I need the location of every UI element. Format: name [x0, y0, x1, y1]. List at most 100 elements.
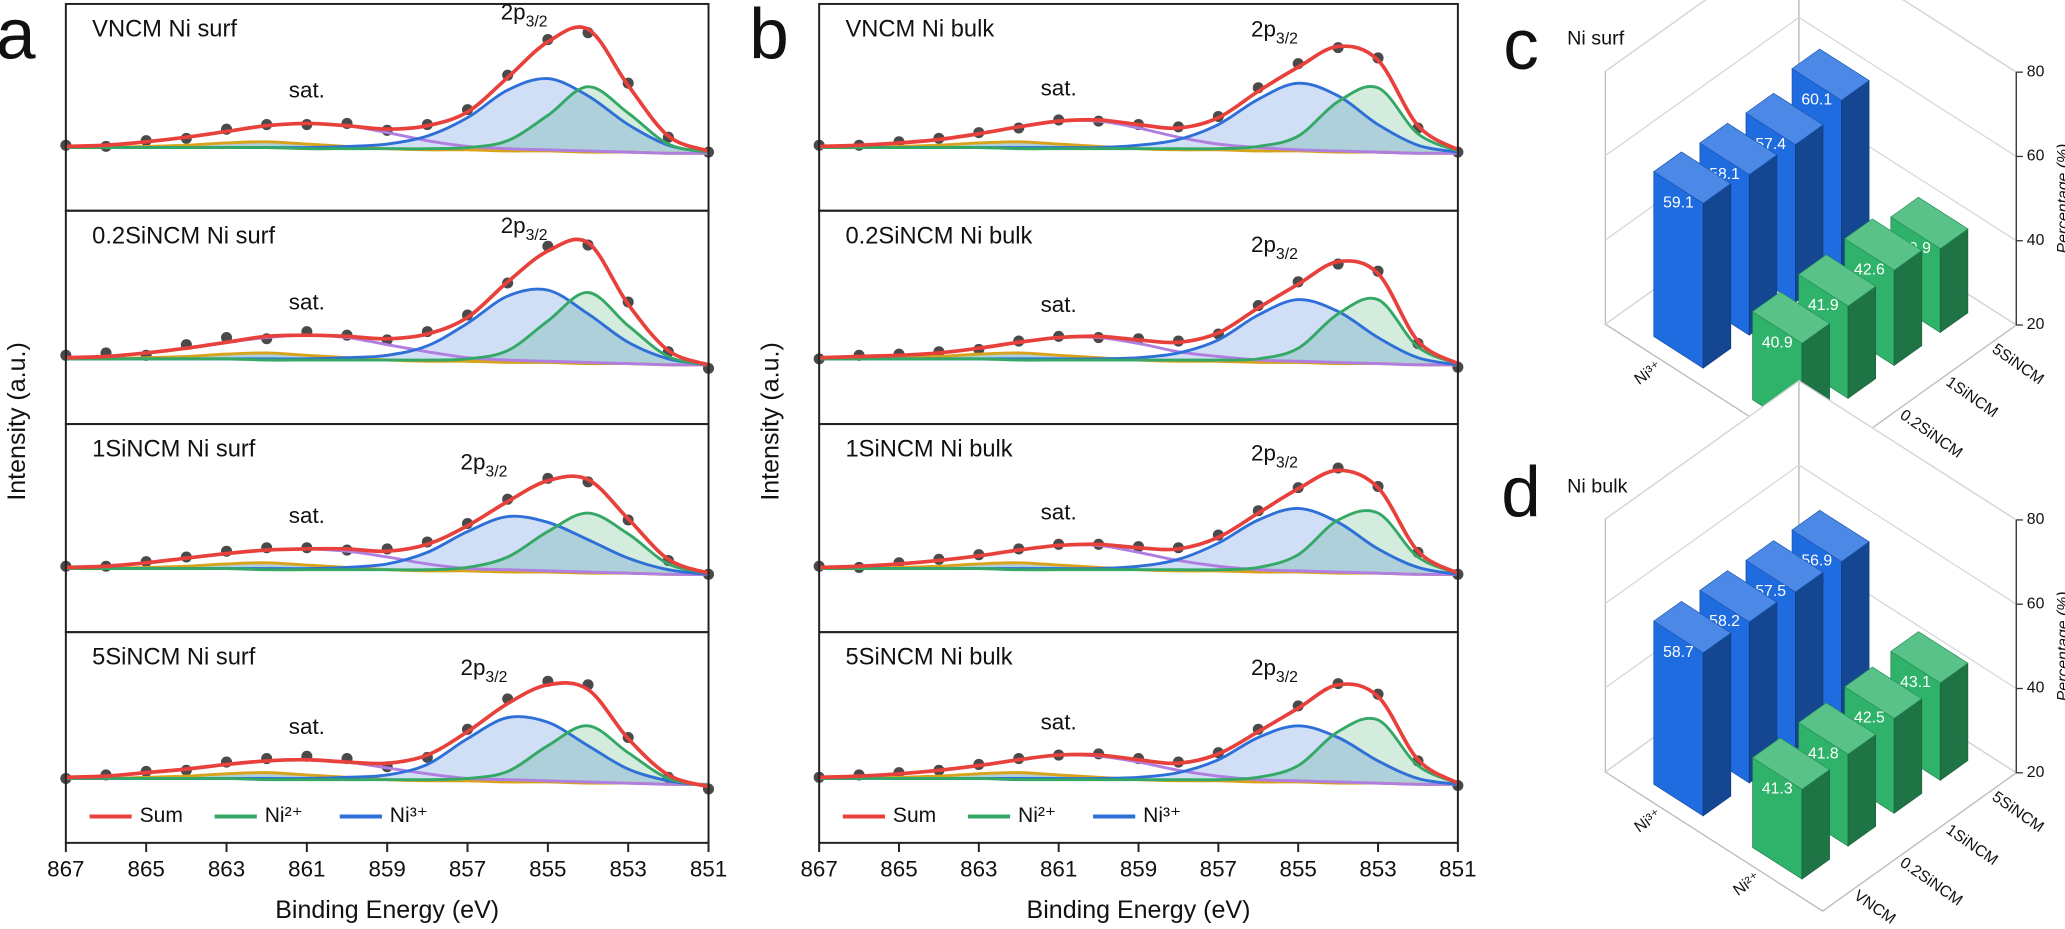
bar-top-face	[1699, 570, 1778, 623]
x-tick-label: 865	[128, 856, 165, 881]
fit-curve	[65, 25, 710, 153]
bar-top-face	[1653, 151, 1732, 204]
area-fill	[65, 86, 709, 154]
z-tick-label: 60	[2027, 148, 2045, 165]
annotation-text: 2p	[461, 655, 486, 680]
chart-title: Ni surf	[1567, 28, 1625, 50]
legend-label: Sum	[140, 804, 183, 827]
bar-right-face	[1939, 662, 1969, 781]
annotation: sat.	[289, 714, 325, 739]
annotation: sat.	[1041, 709, 1077, 734]
fit-curve	[819, 716, 1459, 785]
subplot-title: VNCM Ni surf	[92, 17, 237, 43]
x-tick-label: 851	[690, 856, 727, 881]
legend-label: Ni²⁺	[265, 804, 303, 827]
annotation-text: 2p	[1251, 440, 1276, 465]
annotation: 2p3/2	[1251, 440, 1298, 471]
x-tick-label: 855	[529, 856, 566, 881]
value-label: 59.1	[1663, 194, 1694, 211]
x-tick-label: 861	[1040, 856, 1077, 881]
legend-label: Ni²⁺	[1018, 804, 1056, 827]
y-axis-label: Intensity (a.u.)	[3, 342, 31, 500]
x-axis-label: Binding Energy (eV)	[275, 896, 499, 924]
panel-letter: c	[1503, 6, 1539, 85]
grid-line	[1604, 464, 2017, 605]
bar-right-face	[1702, 182, 1732, 369]
area-fill	[65, 78, 709, 154]
z-tick-label: 80	[2027, 511, 2045, 528]
grid-line	[1604, 16, 2017, 158]
subplot-title: 1SiNCM Ni surf	[92, 437, 256, 463]
bar-top-face	[1745, 92, 1824, 146]
value-label: 43.1	[1900, 674, 1931, 691]
fit-curve	[65, 85, 709, 154]
annotation: sat.	[289, 78, 325, 103]
bar-top-face	[1751, 737, 1831, 790]
annotation-subscript: 3/2	[1276, 246, 1298, 263]
z-tick-label: 40	[2027, 680, 2045, 697]
annotation: 2p3/2	[1251, 232, 1298, 263]
area-fill	[819, 508, 1458, 575]
value-label: 41.8	[1808, 745, 1839, 762]
fit-curve	[819, 682, 1459, 785]
z-axis-label: Percentage (%)	[2055, 144, 2065, 254]
annotation: 2p3/2	[461, 655, 508, 686]
annotation-subscript: 3/2	[1276, 454, 1298, 471]
bar-top-face	[1798, 702, 1877, 755]
bar-top-face	[1791, 509, 1870, 562]
annotation-text: 2p	[1251, 17, 1276, 42]
annotation: 2p3/2	[1251, 17, 1298, 48]
value-label: 41.3	[1762, 780, 1793, 797]
annotation-text: 2p	[461, 450, 486, 475]
panel-letter: a	[0, 0, 36, 74]
value-label: 42.6	[1854, 261, 1885, 278]
z-axis-label: Percentage (%)	[2055, 591, 2065, 701]
y-axis-label: Intensity (a.u.)	[756, 342, 784, 500]
annotation-subscript: 3/2	[526, 13, 548, 30]
fit-curve	[65, 724, 709, 787]
x-tick-label: 855	[1280, 856, 1317, 881]
x-tick-label: 857	[1200, 856, 1237, 881]
legend-label: Sum	[893, 804, 936, 827]
subplot-title: 0.2SiNCM Ni bulk	[845, 223, 1032, 249]
x-tick-label: 859	[369, 856, 406, 881]
annotation-text: 2p	[1251, 232, 1276, 257]
fit-curve	[65, 237, 710, 367]
grid-line	[1604, 0, 2017, 73]
annotation-subscript: 3/2	[1276, 30, 1298, 47]
fit-curve	[819, 468, 1459, 575]
area-fill	[819, 718, 1458, 785]
value-label: 42.5	[1854, 710, 1885, 727]
bar-top-face	[1791, 48, 1870, 101]
fit-curve	[65, 681, 710, 789]
x-tick-label: 865	[880, 856, 917, 881]
x-tick-label: 863	[960, 856, 997, 881]
z-tick-label: 40	[2027, 232, 2045, 249]
annotation: 2p3/2	[501, 0, 548, 30]
x-tick-label: 861	[288, 856, 325, 881]
annotation-subscript: 3/2	[526, 227, 548, 244]
annotation: 2p3/2	[501, 213, 548, 244]
annotation-subscript: 3/2	[1276, 669, 1298, 686]
area-fill	[65, 289, 709, 365]
z-tick-label: 20	[2027, 764, 2045, 781]
area-fill	[65, 725, 709, 786]
x-tick-label: 853	[1359, 856, 1396, 881]
annotation: sat.	[1041, 75, 1077, 100]
x-tick-label: 851	[1439, 856, 1476, 881]
area-fill	[65, 716, 709, 786]
subplot-title: 1SiNCM Ni bulk	[845, 437, 1012, 463]
bar-top-face	[1699, 122, 1778, 175]
value-label: 40.9	[1762, 334, 1793, 351]
fit-curve	[65, 291, 709, 367]
bar-top-face	[1798, 254, 1877, 307]
bar-top-face	[1890, 631, 1969, 684]
value-label: 60.1	[1801, 91, 1832, 108]
panel-letter: d	[1501, 454, 1541, 533]
x-tick-label: 867	[47, 856, 84, 881]
subplot-title: 5SiNCM Ni bulk	[845, 645, 1012, 671]
x-tick-label: 859	[1120, 856, 1157, 881]
annotation-subscript: 3/2	[485, 463, 507, 480]
